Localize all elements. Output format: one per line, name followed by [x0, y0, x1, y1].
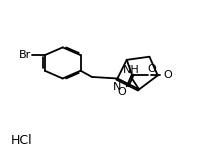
Text: Br: Br — [19, 50, 31, 60]
Text: HCl: HCl — [11, 134, 33, 147]
Text: O: O — [147, 64, 156, 74]
Text: O: O — [117, 87, 126, 97]
Text: O: O — [163, 70, 172, 80]
Text: N: N — [113, 82, 122, 92]
Text: NH: NH — [123, 65, 139, 75]
